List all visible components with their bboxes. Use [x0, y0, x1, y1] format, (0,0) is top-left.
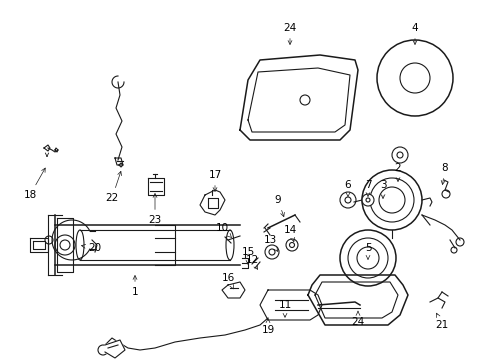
Text: 17: 17: [208, 170, 221, 192]
Circle shape: [98, 345, 108, 355]
Text: 18: 18: [23, 168, 45, 200]
Circle shape: [339, 230, 395, 286]
Text: 9: 9: [274, 195, 284, 217]
Ellipse shape: [225, 230, 234, 260]
Text: 24: 24: [351, 311, 364, 327]
Circle shape: [339, 192, 355, 208]
Text: 20: 20: [81, 243, 102, 253]
Circle shape: [60, 240, 70, 250]
Circle shape: [264, 245, 279, 259]
Circle shape: [289, 243, 294, 248]
Text: 19: 19: [261, 319, 274, 335]
Circle shape: [455, 238, 463, 246]
Text: 11: 11: [278, 300, 291, 317]
Circle shape: [399, 63, 429, 93]
Text: 3: 3: [379, 180, 386, 198]
Text: 12: 12: [245, 255, 258, 269]
Circle shape: [391, 147, 407, 163]
Circle shape: [268, 249, 274, 255]
Circle shape: [365, 198, 369, 202]
Circle shape: [378, 187, 404, 213]
Circle shape: [345, 197, 350, 203]
Text: 23: 23: [148, 194, 162, 225]
Text: 5: 5: [364, 243, 370, 259]
Text: 22: 22: [105, 171, 121, 203]
Circle shape: [396, 152, 402, 158]
Ellipse shape: [76, 230, 84, 260]
Text: 2: 2: [394, 163, 401, 181]
Circle shape: [356, 247, 378, 269]
Circle shape: [285, 239, 297, 251]
Text: 24: 24: [283, 23, 296, 44]
Text: 15: 15: [241, 247, 254, 264]
Circle shape: [347, 238, 387, 278]
Text: 14: 14: [283, 225, 296, 242]
Text: 10: 10: [215, 223, 231, 238]
Circle shape: [45, 236, 53, 244]
Text: 6: 6: [344, 180, 350, 197]
Text: 8: 8: [440, 163, 447, 184]
Circle shape: [299, 95, 309, 105]
Text: 16: 16: [221, 273, 234, 289]
Circle shape: [55, 235, 75, 255]
Text: 1: 1: [131, 275, 138, 297]
Polygon shape: [105, 340, 125, 358]
Text: 21: 21: [434, 313, 447, 330]
Text: 7: 7: [364, 180, 370, 197]
Circle shape: [450, 247, 456, 253]
Circle shape: [369, 178, 413, 222]
Text: 13: 13: [263, 235, 277, 251]
Circle shape: [361, 194, 373, 206]
Circle shape: [441, 190, 449, 198]
Circle shape: [376, 40, 452, 116]
Text: 4: 4: [411, 23, 417, 44]
Circle shape: [361, 170, 421, 230]
